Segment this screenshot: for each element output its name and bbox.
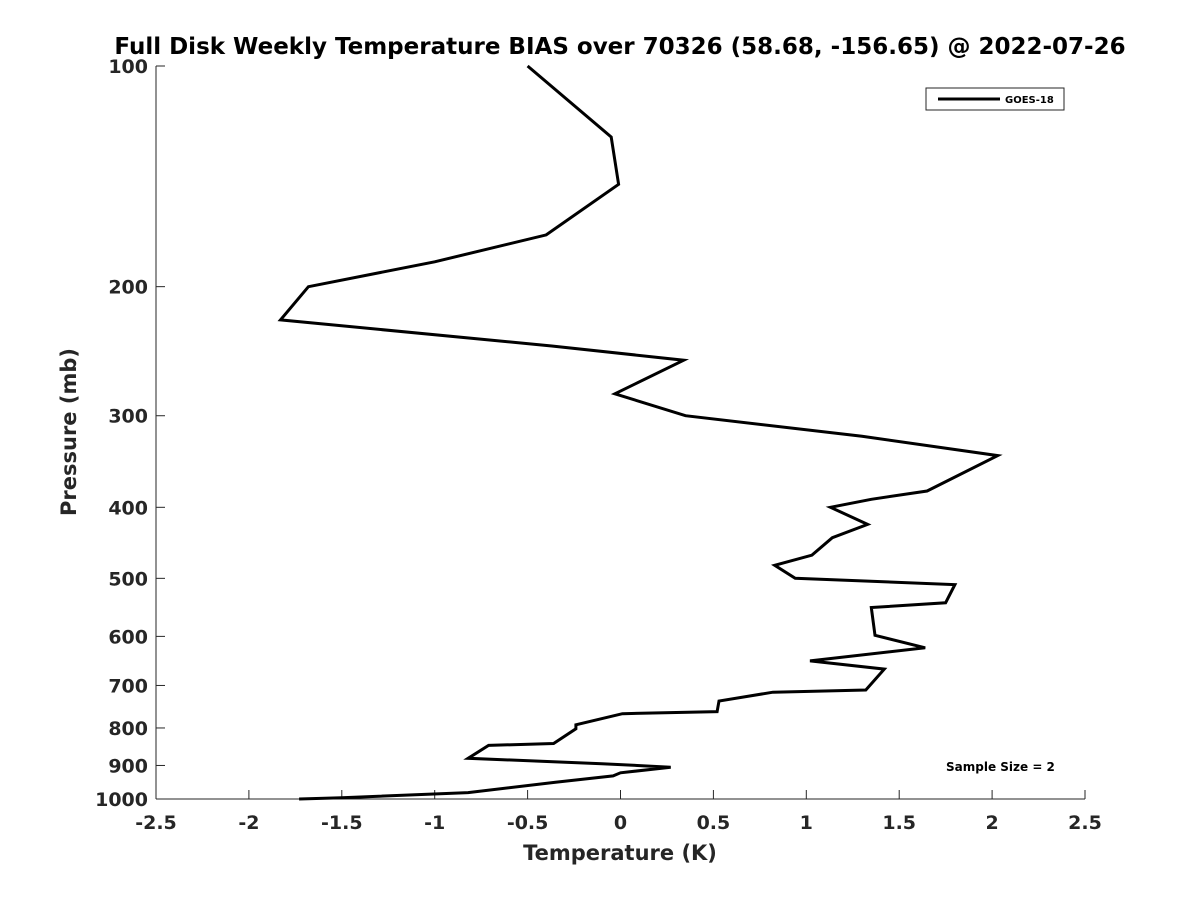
y-axis-ticks: 100 200 300 400 500 600 700 800 900 1000 <box>95 56 165 811</box>
x-tick-label: 0 <box>614 812 627 834</box>
x-tick-label: -2 <box>238 812 259 834</box>
x-axis-ticks: -2.5 -2 -1.5 -1 -0.5 0 0.5 1 1.5 2 2.5 <box>135 790 1102 834</box>
legend: GOES-18 <box>925 87 1065 111</box>
x-tick-label: -1.5 <box>321 812 363 834</box>
x-tick-label: -1 <box>424 812 445 834</box>
series-layer <box>277 64 1003 801</box>
sample-size-annotation: Sample Size = 2 <box>946 760 1055 774</box>
y-tick-label: 200 <box>108 277 148 299</box>
x-tick-label: 1 <box>800 812 813 834</box>
x-tick-label: -0.5 <box>507 812 549 834</box>
y-tick-label: 900 <box>108 755 148 777</box>
axes <box>155 66 1085 800</box>
y-tick-label: 400 <box>108 497 148 519</box>
x-tick-label: -2.5 <box>135 812 177 834</box>
legend-entry-goes-18: GOES-18 <box>1005 95 1054 106</box>
y-tick-label: 500 <box>108 568 148 590</box>
x-tick-label: 2.5 <box>1068 812 1102 834</box>
y-tick-label: 600 <box>108 626 148 648</box>
y-tick-label: 300 <box>108 406 148 428</box>
y-tick-label: 800 <box>108 718 148 740</box>
y-axis-label: Pressure (mb) <box>57 348 81 516</box>
x-axis-label: Temperature (K) <box>523 841 717 865</box>
chart-title: Full Disk Weekly Temperature BIAS over 7… <box>114 34 1125 60</box>
y-tick-label: 1000 <box>95 789 148 811</box>
y-tick-label: 700 <box>108 675 148 697</box>
y-tick-label: 100 <box>108 56 148 78</box>
x-tick-label: 1.5 <box>882 812 916 834</box>
x-tick-label: 2 <box>985 812 998 834</box>
x-tick-label: 0.5 <box>697 812 731 834</box>
series-line-goes-18 <box>277 64 1003 801</box>
